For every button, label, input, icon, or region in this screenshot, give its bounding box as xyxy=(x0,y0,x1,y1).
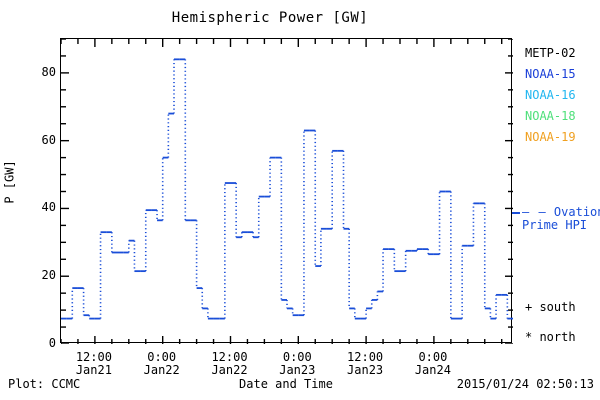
x-major-ticks xyxy=(94,39,435,344)
legend-item-noaa-18[interactable]: NOAA-18 xyxy=(525,109,576,123)
x-tick-date: Jan24 xyxy=(414,363,451,377)
x-tick-time: 12:00 xyxy=(347,350,384,364)
timestamp: 2015/01/24 02:50:13 xyxy=(456,377,594,391)
ovation-label-2: Prime HPI xyxy=(522,218,588,232)
x-axis-label: Date and Time xyxy=(239,377,333,391)
x-tick-label: 0:00 Jan23 xyxy=(279,351,315,377)
y-axis-tick-labels: 0 20 40 60 80 xyxy=(14,0,56,400)
legend-item-noaa-15[interactable]: NOAA-15 xyxy=(525,67,576,81)
x-minor-ticks xyxy=(61,39,503,344)
y-tick-label: 60 xyxy=(41,132,56,147)
x-tick-time: 12:00 xyxy=(75,350,112,364)
legend-item-noaa-16[interactable]: NOAA-16 xyxy=(525,88,576,102)
data-series-layer xyxy=(61,58,513,320)
x-tick-label: 12:00 Jan22 xyxy=(211,351,247,377)
y-tick-label: 40 xyxy=(41,200,56,215)
x-tick-time: 0:00 xyxy=(282,350,312,364)
x-tick-label: 0:00 Jan22 xyxy=(144,351,180,377)
x-tick-time: 12:00 xyxy=(211,350,248,364)
x-tick-date: Jan22 xyxy=(143,363,180,377)
x-tick-label: 0:00 Jan24 xyxy=(415,351,451,377)
y-tick-label: 20 xyxy=(41,268,56,283)
x-tick-date: Jan21 xyxy=(75,363,112,377)
plot-area xyxy=(60,38,513,344)
ovation-legend-line1: — — Ovation xyxy=(522,205,600,219)
chart-title: Hemispheric Power [GW] xyxy=(171,10,369,26)
legend-item-noaa-19[interactable]: NOAA-19 xyxy=(525,130,576,144)
y-minor-ticks xyxy=(61,39,513,328)
ovation-legend-line-marker xyxy=(512,212,520,214)
x-tick-date: Jan22 xyxy=(211,363,248,377)
y-axis-label: P [GW] xyxy=(2,160,17,204)
plot-credit: Plot: CCMC xyxy=(8,377,81,391)
ovation-dash: — — xyxy=(522,205,547,219)
legend-item-metp-02[interactable]: METP-02 xyxy=(525,46,576,60)
x-tick-label: 12:00 Jan23 xyxy=(347,351,383,377)
x-tick-label: 12:00 Jan21 xyxy=(76,351,112,377)
y-major-ticks xyxy=(61,72,513,344)
x-tick-date: Jan23 xyxy=(347,363,384,377)
x-tick-time: 0:00 xyxy=(418,350,448,364)
ovation-label-1: Ovation xyxy=(553,205,600,219)
x-tick-date: Jan23 xyxy=(279,363,316,377)
ovation-legend: — — Ovation Prime HPI xyxy=(522,206,600,232)
x-tick-time: 0:00 xyxy=(147,350,177,364)
legend-marker-south: + south xyxy=(525,300,576,314)
data-series xyxy=(61,58,513,320)
y-tick-label: 0 xyxy=(48,336,56,350)
legend-marker-north: * north xyxy=(525,330,576,344)
plot-svg xyxy=(61,39,513,344)
y-tick-label: 80 xyxy=(41,64,56,79)
